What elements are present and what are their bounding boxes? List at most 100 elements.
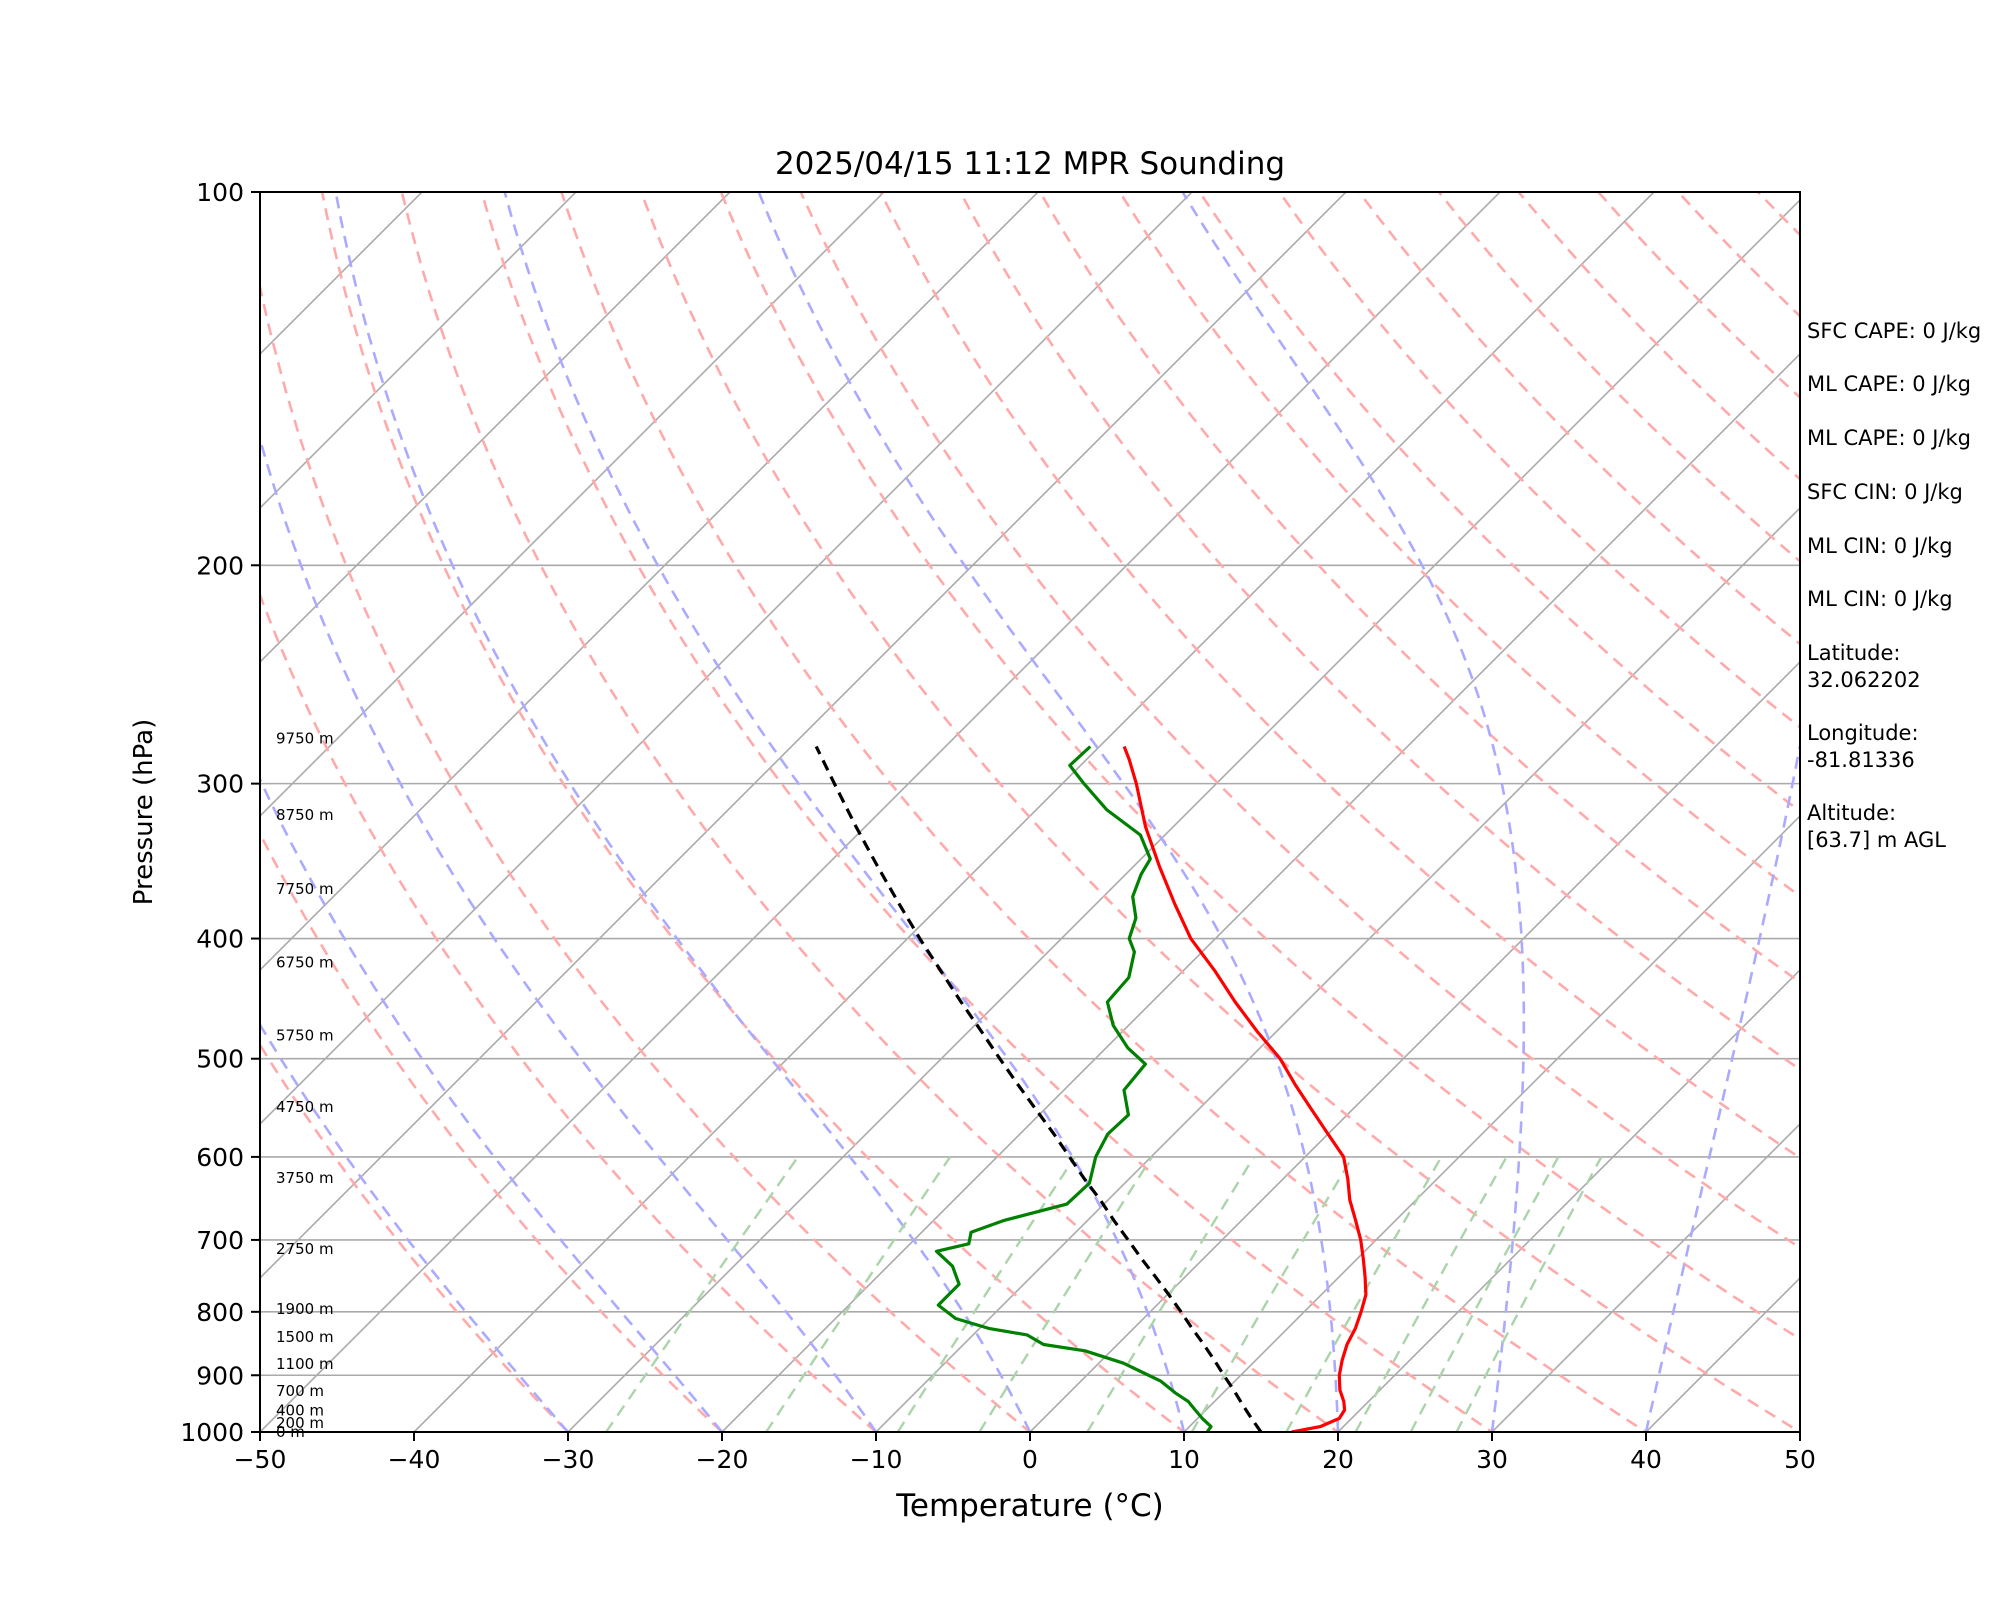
altitude-value: [63.7] m AGL (1807, 828, 1946, 852)
isotherm-line (260, 192, 578, 510)
background-lines (260, 192, 1800, 1432)
dry-adiabat-line (480, 192, 1495, 1432)
ml-cape-text: ML CAPE: 0 J/kg (1807, 372, 1972, 396)
mixing-ratio-line (1190, 1156, 1354, 1432)
mixing-ratio-line (765, 1156, 952, 1432)
dry-adiabat-line (260, 281, 1033, 1432)
dry-adiabat-line (878, 192, 1800, 1160)
longitude-label: Longitude: (1807, 721, 1919, 745)
x-axis-ticks: −50 −40 −30 −20 −10 0 10 20 30 40 50 (234, 1432, 1816, 1474)
isotherm-line (1490, 1122, 1800, 1432)
height-label: 3750 m (276, 1169, 334, 1187)
isotherm-line (260, 192, 1502, 1432)
dry-adiabat-line (799, 192, 1800, 1250)
y-tick-label: 800 (196, 1298, 244, 1327)
height-label: 2750 m (276, 1240, 334, 1258)
x-tick-label: −50 (234, 1445, 287, 1474)
dry-adiabat-line (560, 192, 1649, 1432)
y-tick-label: 400 (196, 925, 244, 954)
mixing-ratio-line (1409, 1156, 1560, 1432)
height-label: 1100 m (276, 1355, 334, 1373)
mixing-ratio-line (978, 1156, 1153, 1432)
sfc-cape-text: SFC CAPE: 0 J/kg (1807, 319, 1982, 343)
x-tick-label: 30 (1476, 1445, 1508, 1474)
temperature-line (1122, 745, 1368, 1432)
parcel-profile-line (814, 745, 1263, 1432)
height-label: 200 m (276, 1414, 324, 1432)
dry-adiabat-line (260, 1042, 570, 1432)
mixing-ratio-line (1285, 1156, 1443, 1432)
dry-adiabat-line (1357, 192, 1800, 646)
y-axis-ticks: 100 200 300 400 500 600 700 800 900 1000 (180, 178, 260, 1447)
height-label: 4750 m (276, 1098, 334, 1116)
x-tick-label: −10 (850, 1445, 903, 1474)
height-label: 700 m (276, 1382, 324, 1400)
dry-adiabat-line (400, 192, 1341, 1432)
isotherm-line (260, 192, 732, 664)
isotherm-line (1336, 968, 1800, 1432)
x-tick-label: −30 (542, 1445, 595, 1474)
moist-adiabat-line (1181, 192, 1526, 1432)
y-tick-label: 1000 (180, 1418, 244, 1447)
isotherm-line (412, 192, 1656, 1432)
moist-adiabat-line (260, 434, 878, 1432)
ml-cape-text-2: ML CAPE: 0 J/kg (1807, 426, 1972, 450)
isotherm-line (260, 192, 1040, 972)
x-tick-label: 20 (1322, 1445, 1354, 1474)
dry-adiabat-line (260, 830, 724, 1432)
ml-cin-text-2: ML CIN: 0 J/kg (1807, 587, 1953, 611)
isotherm-line (260, 192, 1194, 1126)
ml-cin-text: ML CIN: 0 J/kg (1807, 534, 1953, 558)
x-tick-label: 50 (1784, 1445, 1816, 1474)
height-label: 1500 m (276, 1328, 334, 1346)
height-label: 5750 m (276, 1027, 334, 1045)
x-tick-label: 40 (1630, 1445, 1662, 1474)
y-tick-label: 600 (196, 1143, 244, 1172)
y-tick-label: 700 (196, 1226, 244, 1255)
plot-frame (259, 191, 1801, 1433)
height-label: 1900 m (276, 1300, 334, 1318)
dry-adiabat-line (320, 192, 1187, 1432)
chart-title: 2025/04/15 11:12 MPR Sounding (775, 146, 1285, 182)
dry-adiabat-line (1596, 192, 1800, 400)
latitude-label: Latitude: (1807, 641, 1901, 665)
dry-adiabat-line (1277, 192, 1800, 729)
isotherm-line (260, 192, 424, 356)
dewpoint-line (934, 745, 1213, 1432)
x-tick-label: −20 (696, 1445, 749, 1474)
y-tick-label: 900 (196, 1361, 244, 1390)
x-tick-label: 10 (1168, 1445, 1200, 1474)
height-label: 400 m (276, 1402, 324, 1420)
x-tick-label: −40 (388, 1445, 441, 1474)
mixing-ratio-line (896, 1156, 1076, 1432)
x-tick-label: 0 (1022, 1445, 1038, 1474)
altitude-label: Altitude: (1807, 801, 1897, 825)
moist-adiabat-line (260, 1022, 569, 1432)
isotherm-line (260, 192, 886, 818)
isotherm-line (720, 352, 1800, 1432)
y-tick-label: 100 (196, 178, 244, 207)
dry-adiabat-line (1038, 192, 1800, 984)
latitude-value: 32.062202 (1807, 668, 1921, 692)
moist-adiabat-line (334, 192, 1032, 1432)
y-tick-label: 200 (196, 551, 244, 580)
moist-adiabat-line (503, 192, 1186, 1432)
dry-adiabat-line (260, 591, 878, 1432)
height-label: 9750 m (276, 730, 334, 748)
mixing-ratio-line (1354, 1156, 1508, 1432)
y-tick-label: 300 (196, 770, 244, 799)
longitude-value: -81.81336 (1807, 748, 1915, 772)
dry-adiabat-line (1516, 192, 1800, 481)
mixing-ratio-line (1086, 1156, 1255, 1432)
isotherm-line (874, 506, 1800, 1432)
height-label: 8750 m (276, 806, 334, 824)
isotherm-line (566, 198, 1800, 1432)
y-tick-label: 500 (196, 1045, 244, 1074)
dry-adiabat-line (639, 192, 1800, 1432)
isotherm-line (260, 192, 1348, 1280)
dry-adiabat-line (719, 192, 1800, 1341)
dry-adiabat-line (958, 192, 1800, 1072)
moist-adiabat-line (757, 192, 1340, 1432)
